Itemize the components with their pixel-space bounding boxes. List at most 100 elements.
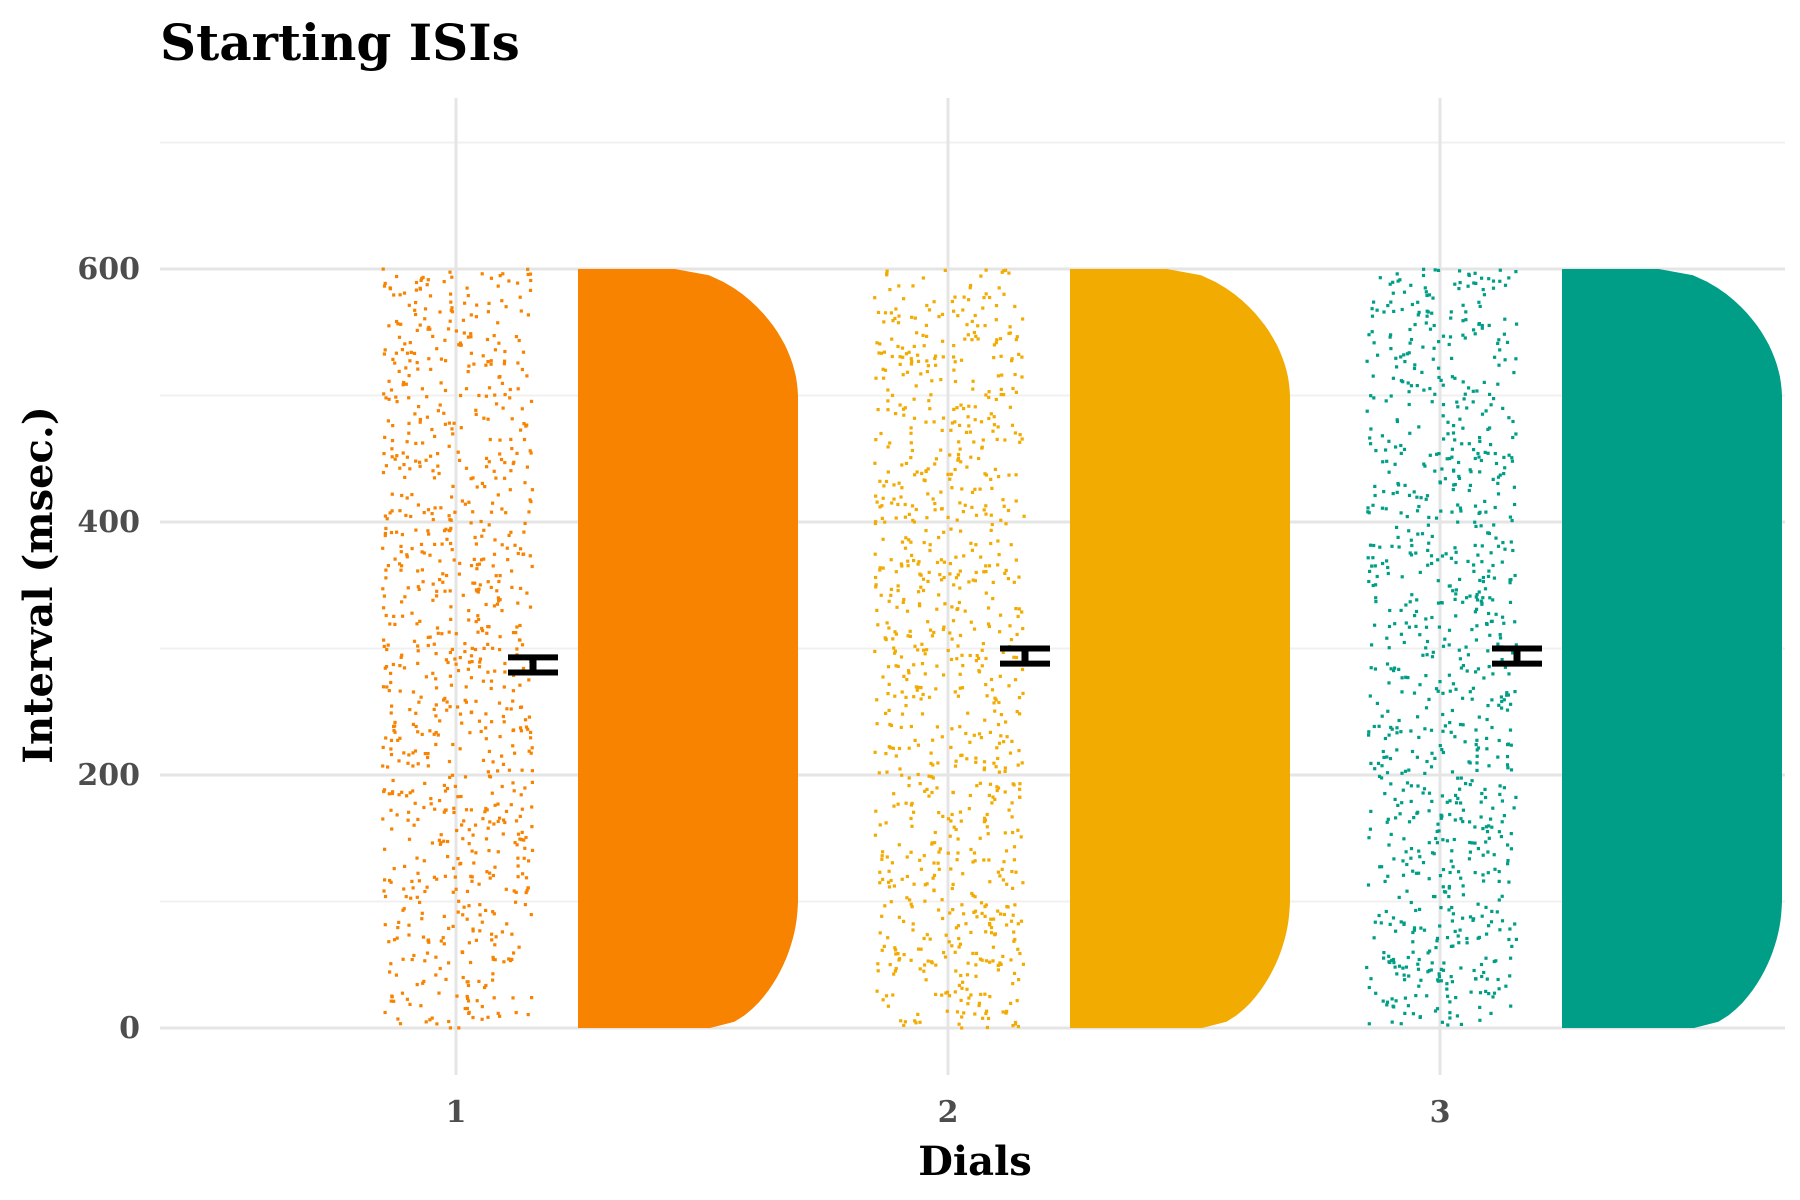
data-point bbox=[466, 370, 470, 374]
data-point bbox=[1366, 556, 1370, 560]
data-point bbox=[1388, 335, 1392, 339]
data-point bbox=[1409, 729, 1413, 733]
data-point bbox=[1421, 653, 1425, 657]
data-point bbox=[466, 983, 471, 988]
data-point bbox=[383, 281, 387, 285]
data-point bbox=[419, 278, 423, 282]
data-point bbox=[1486, 850, 1490, 854]
data-point bbox=[1007, 808, 1011, 812]
data-point bbox=[1409, 799, 1413, 803]
data-point bbox=[896, 952, 900, 956]
data-point bbox=[1002, 860, 1006, 864]
data-point bbox=[932, 300, 936, 304]
data-point bbox=[879, 431, 883, 436]
data-point bbox=[961, 664, 965, 668]
data-point bbox=[1491, 672, 1495, 676]
data-point bbox=[981, 438, 985, 442]
data-point bbox=[873, 296, 877, 300]
data-point bbox=[384, 568, 388, 572]
data-point bbox=[1448, 1000, 1452, 1004]
data-point bbox=[953, 467, 957, 472]
data-point bbox=[387, 379, 391, 383]
data-point bbox=[1383, 792, 1387, 796]
data-point bbox=[1449, 859, 1453, 863]
data-point bbox=[439, 357, 443, 361]
data-point bbox=[907, 671, 911, 675]
data-point bbox=[886, 1004, 890, 1008]
data-point bbox=[1385, 755, 1389, 759]
data-point bbox=[1372, 341, 1376, 345]
data-point bbox=[518, 683, 522, 687]
data-point bbox=[1405, 862, 1409, 867]
data-point bbox=[1453, 597, 1457, 601]
data-point bbox=[1494, 536, 1498, 540]
data-point bbox=[1501, 541, 1505, 545]
data-point bbox=[917, 560, 921, 564]
data-point bbox=[971, 387, 975, 391]
data-point bbox=[469, 654, 474, 658]
data-point bbox=[1386, 817, 1390, 821]
data-point bbox=[1005, 1009, 1009, 1013]
data-point bbox=[1420, 370, 1424, 374]
data-point bbox=[1463, 336, 1467, 340]
data-point bbox=[1451, 431, 1456, 435]
data-point bbox=[510, 585, 514, 589]
data-point bbox=[1369, 809, 1373, 813]
data-point bbox=[994, 318, 998, 322]
data-point bbox=[1475, 624, 1479, 628]
data-point bbox=[389, 808, 393, 812]
data-point bbox=[511, 689, 515, 693]
data-point bbox=[1514, 432, 1518, 436]
data-point bbox=[1019, 835, 1023, 839]
data-point bbox=[443, 422, 447, 426]
data-point bbox=[997, 475, 1001, 479]
data-point bbox=[1461, 808, 1465, 812]
data-point bbox=[458, 458, 462, 462]
data-point bbox=[997, 553, 1001, 557]
data-point bbox=[1415, 495, 1419, 499]
data-point bbox=[1497, 987, 1501, 991]
data-point bbox=[1497, 879, 1501, 883]
data-point bbox=[1373, 767, 1377, 771]
data-point bbox=[959, 358, 964, 362]
data-point bbox=[996, 563, 1000, 567]
data-point bbox=[529, 278, 533, 283]
data-point bbox=[1496, 544, 1501, 548]
data-point bbox=[1503, 283, 1508, 287]
data-point bbox=[1461, 303, 1465, 307]
data-point bbox=[873, 552, 877, 556]
data-point bbox=[901, 355, 905, 359]
data-point bbox=[985, 812, 989, 817]
data-point bbox=[428, 553, 432, 557]
data-point bbox=[912, 695, 916, 699]
data-point bbox=[1400, 801, 1404, 805]
data-point bbox=[389, 711, 393, 715]
data-point bbox=[524, 876, 529, 880]
data-point bbox=[1449, 730, 1453, 734]
data-point bbox=[982, 820, 986, 824]
data-point bbox=[475, 485, 479, 489]
data-point bbox=[434, 955, 438, 959]
data-point bbox=[1505, 340, 1510, 344]
data-point bbox=[958, 725, 962, 729]
data-point bbox=[1389, 667, 1393, 671]
data-point bbox=[1500, 919, 1505, 923]
data-point bbox=[974, 951, 979, 955]
data-point bbox=[383, 435, 387, 439]
data-point bbox=[1378, 276, 1382, 280]
data-point bbox=[1374, 991, 1378, 995]
data-point bbox=[497, 341, 501, 345]
data-point bbox=[1506, 859, 1510, 863]
data-point bbox=[1013, 937, 1017, 942]
data-point bbox=[973, 909, 978, 913]
data-point bbox=[424, 675, 428, 679]
data-point bbox=[1459, 666, 1463, 670]
data-point bbox=[1483, 450, 1487, 454]
data-point bbox=[1424, 706, 1429, 710]
data-point bbox=[1387, 646, 1391, 650]
data-point bbox=[1486, 574, 1491, 578]
data-point bbox=[382, 606, 386, 610]
data-point bbox=[1453, 735, 1457, 739]
data-point bbox=[405, 455, 409, 459]
